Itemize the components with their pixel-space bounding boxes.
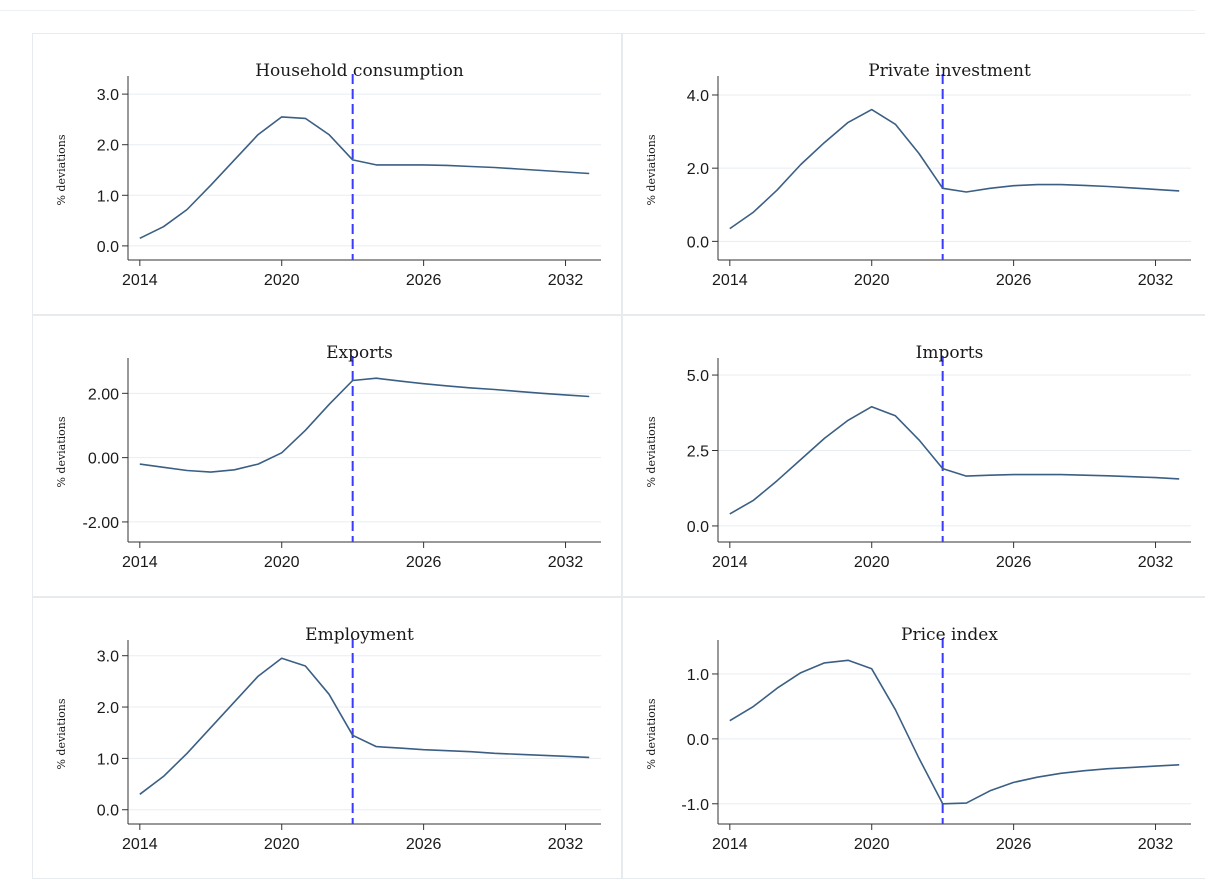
panel-title: Private investment: [868, 61, 1031, 81]
panel-title: Household consumption: [255, 61, 464, 81]
x-tick-label: 2014: [122, 836, 158, 853]
y-tick-label: 4.0: [687, 88, 709, 105]
chart-svg: -1.0 0.0 1.0 2014 2020 2026 2032 Price index % d…: [645, 625, 1191, 853]
x-tick-label: 2020: [854, 554, 890, 571]
y-tick-label: 2.5: [687, 443, 709, 460]
y-tick-label: 1.0: [97, 751, 119, 768]
y-tick-label: 0.0: [687, 519, 709, 536]
y-tick-label: 3.0: [97, 649, 119, 666]
chart-svg: 0.0 1.0 2.0 3.0 2014 2020 2026 2032 Employment % …: [55, 625, 601, 853]
x-tick-label: 2014: [122, 554, 158, 571]
chart-svg: -2.00 0.00 2.00 2014 2020 2026 2032 Exports % de…: [55, 343, 601, 571]
y-tick-label: 1.0: [97, 188, 119, 205]
y-tick-label: 2.0: [97, 700, 119, 717]
x-tick-label: 2014: [712, 554, 748, 571]
x-tick-label: 2020: [854, 272, 890, 289]
y-axis-label: % deviations: [645, 698, 658, 769]
y-tick-label: 0.0: [97, 239, 119, 256]
chart-panel-6: -1.0 0.0 1.0 2014 2020 2026 2032 Price index % d…: [622, 597, 1205, 879]
x-tick-label: 2026: [406, 272, 442, 289]
x-tick-label: 2014: [712, 272, 748, 289]
y-tick-label: 5.0: [687, 368, 709, 385]
series-line: [729, 405, 1180, 515]
y-axis-label: % deviations: [55, 134, 68, 205]
y-tick-label: 0.0: [687, 732, 709, 749]
chart-panel-3: -2.00 0.00 2.00 2014 2020 2026 2032 Exports % de…: [32, 315, 622, 597]
panel-title: Employment: [305, 625, 414, 645]
x-tick-label: 2014: [122, 272, 158, 289]
y-axis-label: % deviations: [645, 134, 658, 205]
x-tick-label: 2020: [264, 836, 300, 853]
chart-panel-2: 0.0 2.0 4.0 2014 2020 2026 2032 Private investm…: [622, 33, 1205, 315]
chart-svg: 0.0 1.0 2.0 3.0 2014 2020 2026 2032 Household co…: [55, 61, 601, 289]
y-tick-label: 1.0: [687, 667, 709, 684]
y-axis-label: % deviations: [55, 698, 68, 769]
series-line: [139, 377, 590, 473]
x-tick-label: 2020: [264, 272, 300, 289]
y-tick-label: 2.00: [88, 386, 119, 403]
series-line: [729, 659, 1180, 805]
series-line: [729, 108, 1180, 230]
series-line: [139, 116, 590, 240]
panel-title: Exports: [326, 343, 393, 363]
x-tick-label: 2032: [548, 836, 584, 853]
chart-panel-1: 0.0 1.0 2.0 3.0 2014 2020 2026 2032 Household co…: [32, 33, 622, 315]
y-tick-label: 0.00: [88, 451, 119, 468]
x-tick-label: 2032: [548, 272, 584, 289]
y-tick-label: 2.0: [97, 138, 119, 155]
y-tick-label: -1.0: [681, 797, 709, 814]
y-axis-label: % deviations: [645, 416, 658, 487]
chart-svg: 0.0 2.5 5.0 2014 2020 2026 2032 Imports % deviat…: [645, 343, 1191, 571]
x-tick-label: 2026: [996, 554, 1032, 571]
y-tick-label: -2.00: [83, 515, 120, 532]
x-tick-label: 2020: [854, 836, 890, 853]
chart-panel-5: 0.0 1.0 2.0 3.0 2014 2020 2026 2032 Employment % …: [32, 597, 622, 879]
series-line: [139, 657, 590, 795]
panel-title: Price index: [901, 625, 998, 645]
chart-svg: 0.0 2.0 4.0 2014 2020 2026 2032 Private investm…: [645, 61, 1191, 289]
y-tick-label: 0.0: [97, 803, 119, 820]
y-tick-label: 2.0: [687, 161, 709, 178]
top-border-strip: [0, 0, 1195, 11]
y-tick-label: 3.0: [97, 87, 119, 104]
x-tick-label: 2026: [406, 836, 442, 853]
x-tick-label: 2032: [548, 554, 584, 571]
x-tick-label: 2032: [1138, 836, 1174, 853]
x-tick-label: 2026: [406, 554, 442, 571]
panel-title: Imports: [916, 343, 984, 363]
x-tick-label: 2026: [996, 836, 1032, 853]
x-tick-label: 2014: [712, 836, 748, 853]
y-axis-label: % deviations: [55, 416, 68, 487]
x-tick-label: 2032: [1138, 554, 1174, 571]
x-tick-label: 2032: [1138, 272, 1174, 289]
x-tick-label: 2020: [264, 554, 300, 571]
chart-panel-4: 0.0 2.5 5.0 2014 2020 2026 2032 Imports % deviat…: [622, 315, 1205, 597]
x-tick-label: 2026: [996, 272, 1032, 289]
y-tick-label: 0.0: [687, 234, 709, 251]
